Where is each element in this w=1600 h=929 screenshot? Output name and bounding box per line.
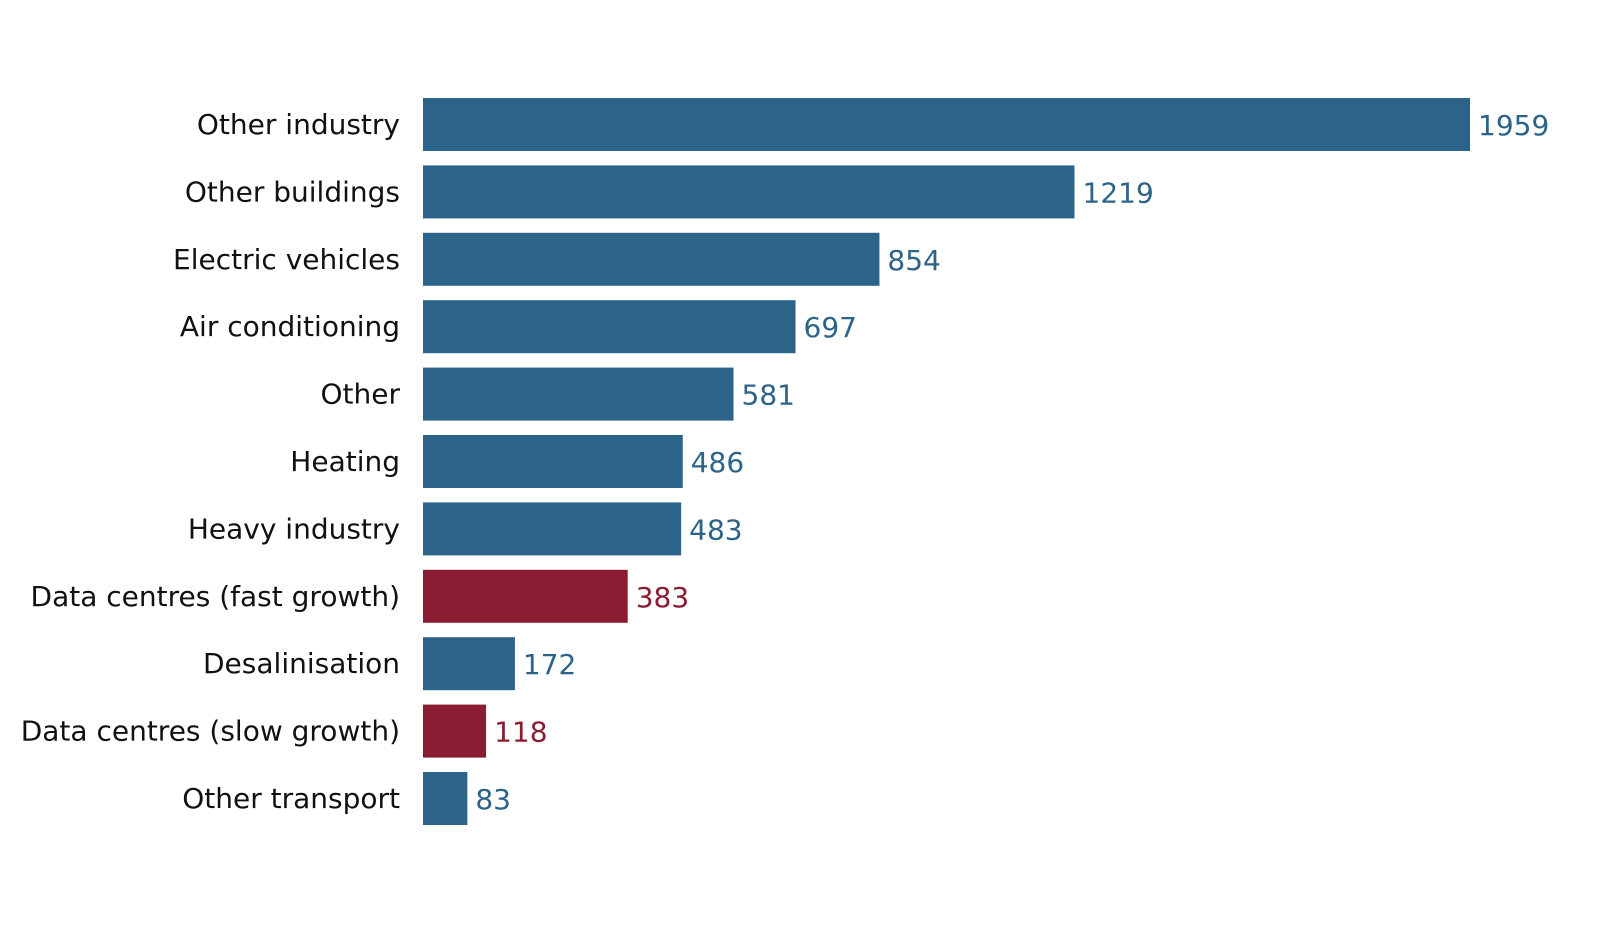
category-label-1: Other buildings [185, 175, 400, 208]
bar-7 [423, 569, 628, 623]
value-label-3: 697 [804, 311, 857, 344]
bars-group [423, 98, 1470, 825]
category-label-0: Other industry [197, 108, 400, 141]
value-label-10: 83 [475, 783, 511, 816]
category-label-10: Other transport [182, 782, 400, 815]
category-label-8: Desalinisation [203, 647, 400, 680]
bar-9 [423, 704, 487, 758]
bar-1 [423, 165, 1075, 219]
value-label-6: 483 [689, 513, 742, 546]
bar-6 [423, 502, 682, 556]
value-labels-group: 1959 1219 854 697 581 486 483 383 172 118 83 [475, 109, 1549, 816]
bar-3 [423, 300, 796, 354]
category-label-3: Air conditioning [180, 310, 400, 343]
bar-5 [423, 435, 683, 488]
bar-0 [423, 98, 1470, 151]
value-label-5: 486 [691, 446, 744, 479]
category-label-5: Heating [290, 445, 400, 478]
value-label-2: 854 [887, 244, 940, 277]
value-label-9: 118 [494, 716, 547, 749]
value-label-4: 581 [742, 379, 795, 412]
value-label-0: 1959 [1478, 109, 1549, 142]
value-label-1: 1219 [1083, 176, 1154, 209]
value-label-8: 172 [523, 648, 576, 681]
bar-10 [423, 772, 468, 825]
value-label-7: 383 [636, 581, 689, 614]
bar-4 [423, 367, 734, 421]
category-label-2: Electric vehicles [173, 243, 400, 276]
bar-8 [423, 637, 515, 691]
bar-2 [423, 232, 880, 286]
category-label-6: Heavy industry [188, 512, 400, 545]
category-label-9: Data centres (slow growth) [21, 715, 400, 748]
category-label-7: Data centres (fast growth) [31, 580, 400, 613]
category-label-4: Other [320, 378, 400, 411]
category-labels-group: Other industry Other buildings Electric ve… [21, 108, 401, 815]
